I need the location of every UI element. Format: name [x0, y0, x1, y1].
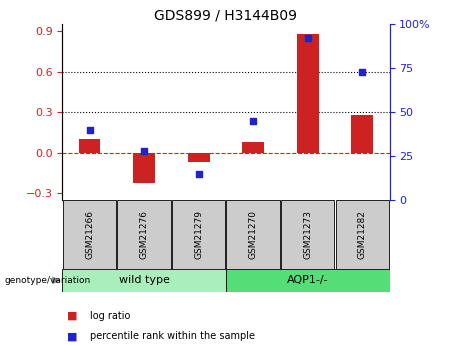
Bar: [78, 139, 100, 153]
Text: GSM21276: GSM21276: [140, 210, 148, 259]
Text: GSM21273: GSM21273: [303, 210, 312, 259]
Bar: [133, 153, 155, 183]
Text: GSM21282: GSM21282: [358, 210, 367, 259]
Point: [140, 148, 148, 154]
Text: log ratio: log ratio: [90, 311, 130, 321]
Bar: [336, 200, 389, 269]
Text: ■: ■: [67, 311, 77, 321]
Bar: [242, 142, 264, 153]
Text: GSM21270: GSM21270: [248, 210, 258, 259]
Point: [304, 36, 311, 41]
Bar: [226, 269, 390, 292]
Bar: [172, 200, 225, 269]
Text: GSM21266: GSM21266: [85, 210, 94, 259]
Text: AQP1-/-: AQP1-/-: [287, 275, 329, 285]
Point: [249, 118, 257, 124]
Bar: [188, 153, 209, 162]
Point: [359, 69, 366, 75]
Bar: [63, 200, 116, 269]
Text: percentile rank within the sample: percentile rank within the sample: [90, 332, 255, 341]
Bar: [297, 33, 319, 153]
Bar: [118, 200, 171, 269]
Point: [86, 127, 93, 132]
Text: ■: ■: [67, 332, 77, 341]
Point: [195, 171, 202, 177]
Text: GSM21279: GSM21279: [194, 210, 203, 259]
Bar: [226, 200, 280, 269]
Bar: [62, 269, 226, 292]
Text: genotype/variation: genotype/variation: [5, 276, 91, 285]
Text: wild type: wild type: [118, 275, 170, 285]
Bar: [281, 200, 334, 269]
Bar: [351, 115, 373, 153]
Title: GDS899 / H3144B09: GDS899 / H3144B09: [154, 9, 297, 23]
